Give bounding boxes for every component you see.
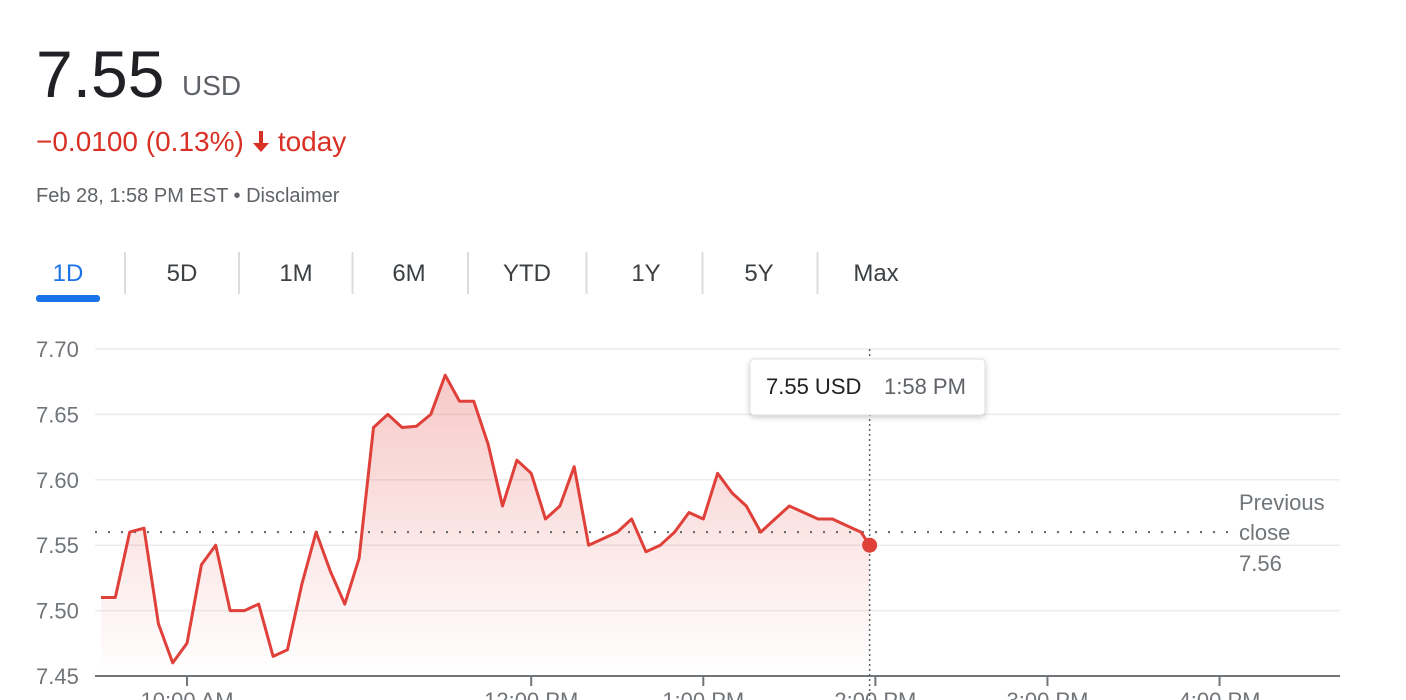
tooltip-value: 7.55 USD — [766, 374, 861, 399]
currency: USD — [182, 70, 242, 101]
x-tick-label: 2:00 PM — [834, 688, 916, 700]
x-tick-label: 10:00 AM — [141, 688, 234, 700]
label-line: close — [1239, 520, 1290, 545]
disclaimer-link[interactable]: Disclaimer — [246, 185, 340, 207]
tooltip-time: 1:58 PM — [884, 374, 966, 399]
down-arrow — [252, 131, 269, 152]
tooltip-box — [749, 358, 986, 416]
x-tick-label: 12:00 PM — [484, 688, 578, 700]
y-tick-label: 7.55 — [36, 533, 79, 558]
y-tick-label: 7.45 — [36, 664, 79, 689]
y-tick-label: 7.50 — [36, 599, 79, 624]
range-tab[interactable]: Max — [853, 260, 898, 287]
previous-close-value: 7.56 — [1239, 551, 1282, 576]
y-tick-label: 7.65 — [36, 402, 79, 427]
change-amount: −0.0100 (0.13%) — [36, 126, 244, 157]
separator: • — [233, 185, 241, 207]
y-tick-label: 7.70 — [36, 337, 79, 362]
x-tick-label: 3:00 PM — [1006, 688, 1088, 700]
range-tab[interactable]: 6M — [392, 260, 425, 287]
previous-close-label: Previous close — [1239, 490, 1325, 545]
range-tab[interactable]: 5D — [167, 260, 198, 287]
price: 7.55 — [36, 37, 165, 111]
timestamp: Feb 28, 1:58 PM EST — [36, 185, 228, 207]
price-change: −0.0100 (0.13%) today — [36, 126, 346, 158]
price-line — [101, 373, 871, 665]
tab-indicator — [36, 295, 100, 302]
area — [101, 375, 870, 676]
x-tick-label: 1:00 PM — [662, 688, 744, 700]
range-tab[interactable]: 1M — [279, 260, 312, 287]
range-tab[interactable]: 1D — [53, 260, 84, 287]
timestamp-line: Feb 28, 1:58 PM EST • Disclaimer — [36, 185, 339, 208]
change-period: today — [277, 126, 347, 157]
label-line: Previous — [1239, 490, 1325, 515]
range-tab[interactable]: 5Y — [744, 260, 773, 287]
x-tick-label: 4:00 PM — [1179, 688, 1261, 700]
last-point — [862, 537, 878, 553]
range-tab[interactable]: YTD — [503, 260, 551, 287]
y-tick-label: 7.60 — [36, 468, 79, 493]
range-tab[interactable]: 1Y — [631, 260, 660, 287]
